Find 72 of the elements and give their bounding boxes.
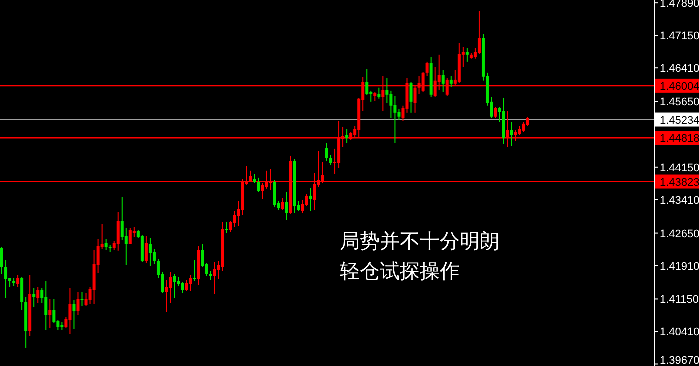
candlestick bbox=[48, 298, 52, 329]
candlestick bbox=[128, 228, 132, 245]
candlestick bbox=[253, 173, 256, 184]
candlestick bbox=[32, 288, 36, 308]
candlestick bbox=[522, 122, 526, 133]
y-tick-label: 1.42650 bbox=[660, 228, 699, 240]
candlestick bbox=[330, 154, 333, 166]
candlestick bbox=[410, 82, 413, 114]
candlestick bbox=[450, 76, 453, 88]
y-tick-label: 1.43410 bbox=[660, 194, 699, 207]
candlestick bbox=[213, 262, 216, 295]
candlestick bbox=[36, 286, 40, 304]
candlestick bbox=[120, 196, 124, 241]
candlestick bbox=[177, 276, 180, 287]
candlestick bbox=[466, 48, 469, 62]
candlestick bbox=[390, 90, 393, 119]
candlestick bbox=[225, 222, 228, 234]
candlestick bbox=[68, 288, 72, 335]
candlestick bbox=[346, 128, 349, 144]
y-tick-label: 1.39670 bbox=[660, 355, 699, 366]
candlestick bbox=[273, 180, 276, 208]
candlestick bbox=[285, 192, 288, 221]
candlestick bbox=[281, 198, 284, 211]
candlestick bbox=[189, 274, 192, 292]
candlestick bbox=[80, 292, 84, 307]
candlestick bbox=[394, 96, 397, 144]
y-tick-label: 1.46410 bbox=[660, 63, 699, 76]
candlestick bbox=[326, 142, 328, 162]
candlestick bbox=[193, 260, 196, 282]
candlestick bbox=[44, 280, 48, 331]
candlestick bbox=[84, 293, 88, 307]
candlestick bbox=[72, 300, 76, 330]
candlestick bbox=[494, 106, 498, 119]
candlestick bbox=[148, 238, 152, 267]
candlestick bbox=[309, 188, 312, 212]
candlestick bbox=[165, 280, 168, 313]
candlestick bbox=[510, 122, 514, 147]
ref-line-label: 1.44818 bbox=[660, 133, 699, 146]
candlestick bbox=[76, 292, 80, 316]
y-tick-label: 1.41150 bbox=[660, 294, 699, 306]
candlestick bbox=[104, 238, 108, 251]
ref-line-label: 1.43823 bbox=[660, 176, 699, 189]
candlestick bbox=[442, 70, 445, 93]
candlestick bbox=[52, 298, 56, 324]
candlestick bbox=[152, 248, 156, 265]
candlestick bbox=[386, 78, 389, 104]
candlestick bbox=[185, 280, 188, 292]
candlestick bbox=[301, 200, 304, 214]
candlestick bbox=[181, 282, 184, 294]
candlestick bbox=[426, 61, 429, 77]
annotation: 局势并不十分明朗 bbox=[340, 231, 500, 253]
y-tick-label: 1.44150 bbox=[660, 162, 699, 174]
candlestick bbox=[16, 274, 20, 288]
candlestick bbox=[144, 236, 148, 264]
candlestick bbox=[257, 177, 260, 193]
candlestick bbox=[116, 212, 120, 252]
candlestick bbox=[209, 270, 212, 281]
annotation: 轻仓试探操作 bbox=[340, 261, 460, 283]
y-tick-label: 1.40410 bbox=[660, 326, 699, 339]
candlestick bbox=[173, 274, 176, 299]
y-tick-label: 1.45650 bbox=[660, 96, 699, 108]
candlestick bbox=[4, 260, 8, 299]
y-tick-label: 1.41910 bbox=[660, 260, 699, 273]
candlestick bbox=[366, 68, 369, 96]
y-tick-label: 1.47150 bbox=[660, 30, 699, 43]
candlestick bbox=[398, 108, 401, 120]
candlestick bbox=[478, 10, 481, 55]
candlestick bbox=[169, 272, 172, 304]
candlestick bbox=[378, 87, 381, 100]
candlestick bbox=[233, 210, 236, 228]
candlestick bbox=[518, 126, 522, 136]
candlestick bbox=[0, 246, 4, 275]
